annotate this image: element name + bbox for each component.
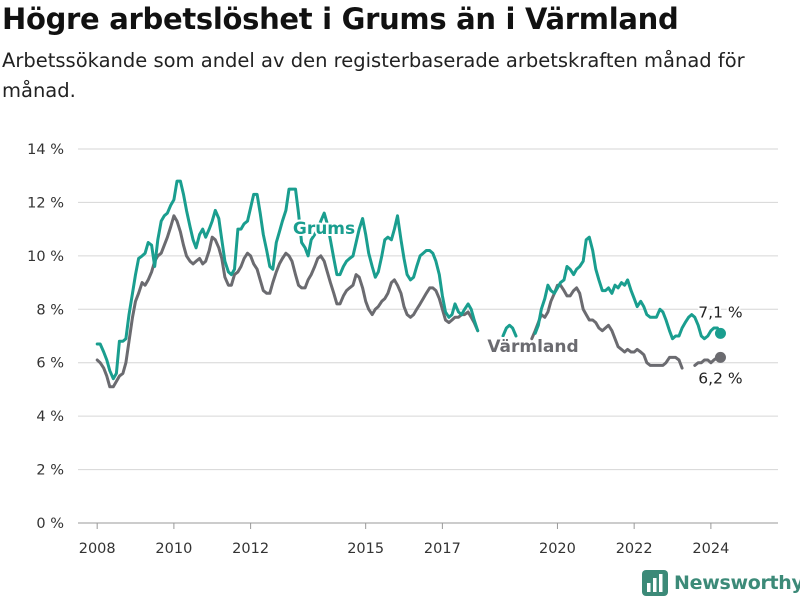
series-line-vrmland [95, 214, 480, 389]
chart-subtitle: Arbetssökande som andel av den registerb… [2, 49, 745, 102]
newsworthy-logo-icon [642, 570, 668, 596]
brand-name: Newsworthy [674, 572, 800, 594]
chart-title: Högre arbetslöshet i Grums än i Värmland [2, 2, 679, 36]
x-tick-label: 2010 [155, 541, 192, 557]
x-tick-label: 2015 [347, 541, 384, 557]
end-point-grums [714, 327, 726, 339]
end-value-label-varmland: 6,2 % [698, 369, 742, 387]
x-tick-label: 2022 [616, 541, 653, 557]
series-line-grums [501, 323, 518, 338]
series-label-varmland: Värmland [487, 337, 578, 357]
end-value-label-grums: 7,1 % [698, 303, 742, 321]
y-tick-label: 12 % [27, 195, 64, 211]
y-tick-label: 4 % [36, 409, 64, 425]
series-label-grums: Grums [293, 219, 355, 239]
x-tick-label: 2012 [232, 541, 269, 557]
x-axis: 2008 2010 2012 2015 2017 2020 2022 2024 [79, 523, 729, 557]
brand-logo: Newsworthy [642, 568, 800, 598]
y-tick-label: 14 % [27, 142, 64, 158]
x-tick-label: 2017 [424, 541, 461, 557]
y-tick-label: 0 % [36, 516, 64, 532]
series-line-grums [95, 179, 480, 381]
y-axis: 0 % 2 % 4 % 6 % 8 % 10 % 12 % 14 % [27, 142, 64, 532]
series-labels: Grums Värmland 7,1 % 6,2 % [291, 217, 745, 389]
x-tick-label: 2024 [692, 541, 729, 557]
series-line-grums [533, 235, 722, 341]
x-tick-label: 2008 [79, 541, 116, 557]
y-tick-label: 2 % [36, 463, 64, 479]
y-tick-label: 10 % [27, 249, 64, 265]
y-tick-label: 6 % [36, 356, 64, 372]
end-point-vrmland [714, 351, 726, 363]
series-lines [95, 179, 726, 389]
x-tick-label: 2020 [539, 541, 576, 557]
y-tick-label: 8 % [36, 302, 64, 318]
